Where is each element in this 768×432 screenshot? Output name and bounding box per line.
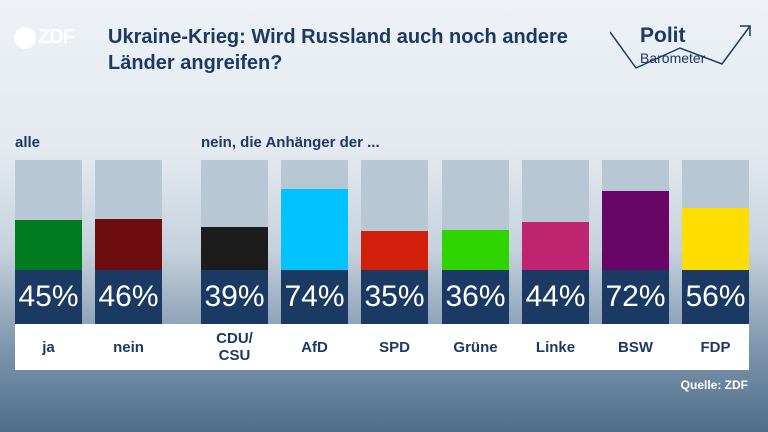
bar-track bbox=[95, 160, 162, 270]
bar-track bbox=[442, 160, 509, 270]
zdf-logo-text: ZDF bbox=[38, 26, 75, 48]
bar bbox=[15, 220, 82, 270]
bar bbox=[95, 219, 162, 270]
section-label-parties: nein, die Anhänger der ... bbox=[201, 134, 380, 151]
category-label-strip bbox=[15, 324, 749, 370]
chart-title: Ukraine-Krieg: Wird Russland auch noch a… bbox=[108, 26, 568, 74]
bar bbox=[682, 208, 749, 270]
bar-column: 35% bbox=[361, 160, 428, 324]
bar bbox=[522, 222, 589, 270]
bar-column: 56% bbox=[682, 160, 749, 324]
bar-value-label: 56% bbox=[682, 270, 749, 324]
category-label: FDP bbox=[700, 338, 731, 356]
bar bbox=[201, 227, 268, 270]
politbarometer-logo: Polit Barometer bbox=[609, 20, 760, 78]
bar-value-label: 44% bbox=[522, 270, 589, 324]
category-label: AfD bbox=[301, 338, 328, 356]
category-label: Linke bbox=[535, 338, 576, 356]
bar-value-label: 35% bbox=[361, 270, 428, 324]
bar-value-label: 74% bbox=[281, 270, 348, 324]
source-label: Quelle: ZDF bbox=[680, 378, 748, 392]
bar-value-label: 46% bbox=[95, 270, 162, 324]
category-label: ja bbox=[42, 338, 55, 356]
bar-value-label: 36% bbox=[442, 270, 509, 324]
bar-value-label: 39% bbox=[201, 270, 268, 324]
bar-track bbox=[522, 160, 589, 270]
politbarometer-subtitle: Barometer bbox=[640, 50, 706, 66]
bar bbox=[281, 189, 348, 270]
bar-column: 72% bbox=[602, 160, 669, 324]
bar bbox=[602, 191, 669, 270]
bar bbox=[442, 230, 509, 270]
category-label: nein bbox=[113, 338, 144, 356]
politbarometer-chart-icon bbox=[609, 25, 751, 69]
bar bbox=[361, 231, 428, 270]
bar-track bbox=[15, 160, 82, 270]
section-label-all: alle bbox=[15, 134, 41, 151]
zdf-logo: ZDF bbox=[14, 26, 75, 49]
bar-column: 45% bbox=[15, 160, 82, 324]
category-label: BSW bbox=[618, 338, 653, 356]
category-label: CDU/ CSU bbox=[216, 330, 253, 364]
bar-column: 36% bbox=[442, 160, 509, 324]
bar-track bbox=[682, 160, 749, 270]
bar-track bbox=[361, 160, 428, 270]
zdf-logo-icon bbox=[14, 26, 36, 49]
politbarometer-title: Polit bbox=[640, 24, 686, 47]
bar-track bbox=[281, 160, 348, 270]
bar-value-label: 45% bbox=[15, 270, 82, 324]
bar-track bbox=[201, 160, 268, 270]
category-label: SPD bbox=[379, 338, 410, 356]
bar-column: 44% bbox=[522, 160, 589, 324]
bar-column: 74% bbox=[281, 160, 348, 324]
bar-track bbox=[602, 160, 669, 270]
bar-column: 46% bbox=[95, 160, 162, 324]
bar-value-label: 72% bbox=[602, 270, 669, 324]
category-label: Grüne bbox=[453, 338, 498, 356]
bar-column: 39% bbox=[201, 160, 268, 324]
